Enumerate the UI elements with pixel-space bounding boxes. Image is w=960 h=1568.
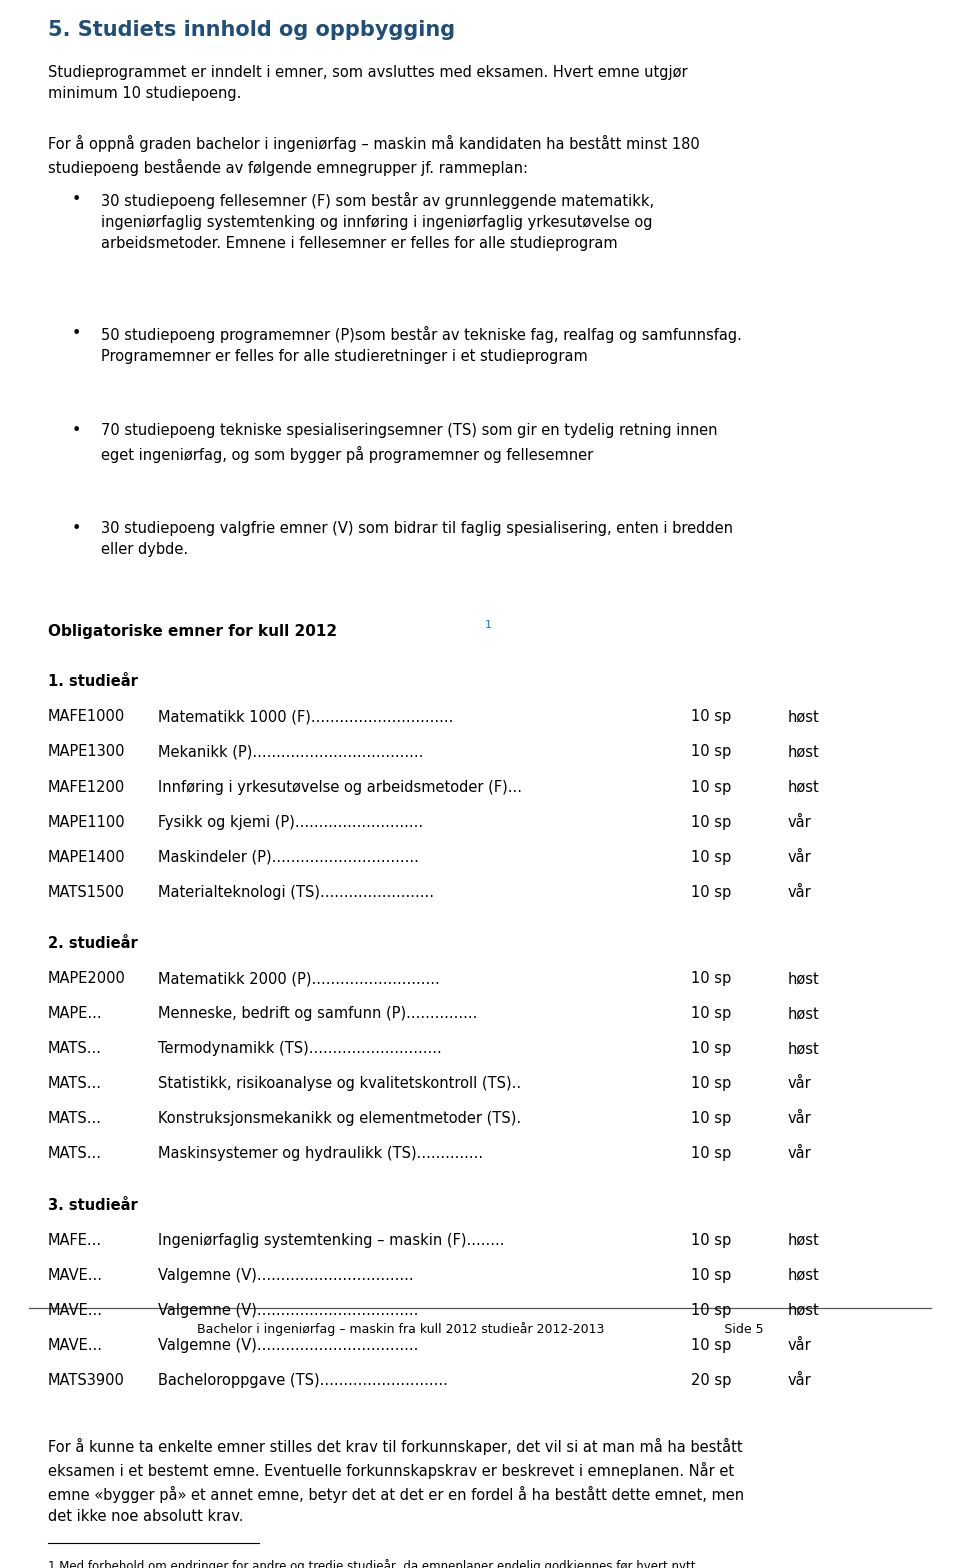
- Text: vår: vår: [787, 1374, 811, 1388]
- Text: MAVE...: MAVE...: [48, 1303, 103, 1317]
- Text: Valgemne (V).................................: Valgemne (V)............................…: [158, 1269, 414, 1283]
- Text: MAFE1200: MAFE1200: [48, 779, 125, 795]
- Text: høst: høst: [787, 779, 819, 795]
- Text: 5. Studiets innhold og oppbygging: 5. Studiets innhold og oppbygging: [48, 20, 455, 41]
- Text: 10 sp: 10 sp: [691, 1076, 732, 1091]
- Text: MATS...: MATS...: [48, 1076, 102, 1091]
- Text: 70 studiepoeng tekniske spesialiseringsemner (TS) som gir en tydelig retning inn: 70 studiepoeng tekniske spesialiseringse…: [101, 423, 717, 463]
- Text: vår: vår: [787, 815, 811, 829]
- Text: 10 sp: 10 sp: [691, 1338, 732, 1353]
- Text: Valgemne (V)..................................: Valgemne (V)............................…: [158, 1338, 419, 1353]
- Text: •: •: [72, 191, 82, 207]
- Text: 1. studieår: 1. studieår: [48, 674, 138, 690]
- Text: For å oppnå graden bachelor i ingeniørfag – maskin må kandidaten ha bestått mins: For å oppnå graden bachelor i ingeniørfa…: [48, 135, 700, 176]
- Text: 10 sp: 10 sp: [691, 971, 732, 986]
- Text: 10 sp: 10 sp: [691, 779, 732, 795]
- Text: MAFE...: MAFE...: [48, 1232, 102, 1248]
- Text: høst: høst: [787, 1232, 819, 1248]
- Text: Bachelor i ingeniørfag – maskin fra kull 2012 studieår 2012-2013                : Bachelor i ingeniørfag – maskin fra kull…: [197, 1322, 763, 1336]
- Text: MAFE1000: MAFE1000: [48, 709, 125, 724]
- Text: vår: vår: [787, 850, 811, 864]
- Text: MAPE1100: MAPE1100: [48, 815, 126, 829]
- Text: For å kunne ta enkelte emner stilles det krav til forkunnskaper, det vil si at m: For å kunne ta enkelte emner stilles det…: [48, 1438, 744, 1524]
- Text: MAVE...: MAVE...: [48, 1269, 103, 1283]
- Text: 1 Med forbehold om endringer for andre og tredje studieår, da emneplaner endelig: 1 Med forbehold om endringer for andre o…: [48, 1559, 695, 1568]
- Text: vår: vår: [787, 1112, 811, 1126]
- Text: Mekanikk (P)....................................: Mekanikk (P)............................…: [158, 745, 423, 759]
- Text: MAVE...: MAVE...: [48, 1338, 103, 1353]
- Text: 10 sp: 10 sp: [691, 1146, 732, 1162]
- Text: 10 sp: 10 sp: [691, 709, 732, 724]
- Text: høst: høst: [787, 1041, 819, 1057]
- Text: Ingeniørfaglig systemtenking – maskin (F)........: Ingeniørfaglig systemtenking – maskin (F…: [158, 1232, 505, 1248]
- Text: vår: vår: [787, 1146, 811, 1162]
- Text: høst: høst: [787, 1269, 819, 1283]
- Text: høst: høst: [787, 745, 819, 759]
- Text: Materialteknologi (TS)........................: Materialteknologi (TS)..................…: [158, 884, 434, 900]
- Text: MATS1500: MATS1500: [48, 884, 125, 900]
- Text: høst: høst: [787, 1303, 819, 1317]
- Text: 10 sp: 10 sp: [691, 815, 732, 829]
- Text: Maskinsystemer og hydraulikk (TS)..............: Maskinsystemer og hydraulikk (TS).......…: [158, 1146, 484, 1162]
- Text: høst: høst: [787, 971, 819, 986]
- Text: vår: vår: [787, 884, 811, 900]
- Text: MAPE...: MAPE...: [48, 1007, 103, 1021]
- Text: Valgemne (V)..................................: Valgemne (V)............................…: [158, 1303, 419, 1317]
- Text: MATS...: MATS...: [48, 1146, 102, 1162]
- Text: Studieprogrammet er inndelt i emner, som avsluttes med eksamen. Hvert emne utgjø: Studieprogrammet er inndelt i emner, som…: [48, 64, 687, 100]
- Text: 10 sp: 10 sp: [691, 1232, 732, 1248]
- Text: •: •: [72, 326, 82, 342]
- Text: 10 sp: 10 sp: [691, 1303, 732, 1317]
- Text: 30 studiepoeng fellesemner (F) som består av grunnleggende matematikk,
ingeniørf: 30 studiepoeng fellesemner (F) som bestå…: [101, 191, 654, 251]
- Text: høst: høst: [787, 709, 819, 724]
- Text: Statistikk, risikoanalyse og kvalitetskontroll (TS)..: Statistikk, risikoanalyse og kvalitetsko…: [158, 1076, 521, 1091]
- Text: 30 studiepoeng valgfrie emner (V) som bidrar til faglig spesialisering, enten i : 30 studiepoeng valgfrie emner (V) som bi…: [101, 521, 732, 557]
- Text: Fysikk og kjemi (P)...........................: Fysikk og kjemi (P).....................…: [158, 815, 423, 829]
- Text: MATS...: MATS...: [48, 1041, 102, 1057]
- Text: Obligatoriske emner for kull 2012: Obligatoriske emner for kull 2012: [48, 624, 337, 640]
- Text: •: •: [72, 423, 82, 439]
- Text: 10 sp: 10 sp: [691, 1112, 732, 1126]
- Text: 10 sp: 10 sp: [691, 884, 732, 900]
- Text: 10 sp: 10 sp: [691, 1269, 732, 1283]
- Text: 10 sp: 10 sp: [691, 1041, 732, 1057]
- Text: Menneske, bedrift og samfunn (P)...............: Menneske, bedrift og samfunn (P)........…: [158, 1007, 478, 1021]
- Text: Termodynamikk (TS)............................: Termodynamikk (TS)......................…: [158, 1041, 443, 1057]
- Text: Maskindeler (P)...............................: Maskindeler (P).........................…: [158, 850, 420, 864]
- Text: Konstruksjonsmekanikk og elementmetoder (TS).: Konstruksjonsmekanikk og elementmetoder …: [158, 1112, 521, 1126]
- Text: MAPE2000: MAPE2000: [48, 971, 126, 986]
- Text: 2. studieår: 2. studieår: [48, 936, 137, 950]
- Text: MAPE1400: MAPE1400: [48, 850, 126, 864]
- Text: 10 sp: 10 sp: [691, 1007, 732, 1021]
- Text: Bacheloroppgave (TS)...........................: Bacheloroppgave (TS)....................…: [158, 1374, 448, 1388]
- Text: 3. studieår: 3. studieår: [48, 1198, 137, 1212]
- Text: 1: 1: [485, 621, 492, 630]
- Text: Matematikk 1000 (F)..............................: Matematikk 1000 (F).....................…: [158, 709, 454, 724]
- Text: •: •: [72, 521, 82, 536]
- Text: 10 sp: 10 sp: [691, 850, 732, 864]
- Text: 50 studiepoeng programemner (P)som består av tekniske fag, realfag og samfunnsfa: 50 studiepoeng programemner (P)som bestå…: [101, 326, 742, 364]
- Text: 20 sp: 20 sp: [691, 1374, 732, 1388]
- Text: vår: vår: [787, 1338, 811, 1353]
- Text: 10 sp: 10 sp: [691, 745, 732, 759]
- Text: MAPE1300: MAPE1300: [48, 745, 126, 759]
- Text: MATS3900: MATS3900: [48, 1374, 125, 1388]
- Text: vår: vår: [787, 1076, 811, 1091]
- Text: MATS...: MATS...: [48, 1112, 102, 1126]
- Text: høst: høst: [787, 1007, 819, 1021]
- Text: Innføring i yrkesutøvelse og arbeidsmetoder (F)...: Innføring i yrkesutøvelse og arbeidsmeto…: [158, 779, 522, 795]
- Text: Matematikk 2000 (P)...........................: Matematikk 2000 (P).....................…: [158, 971, 440, 986]
